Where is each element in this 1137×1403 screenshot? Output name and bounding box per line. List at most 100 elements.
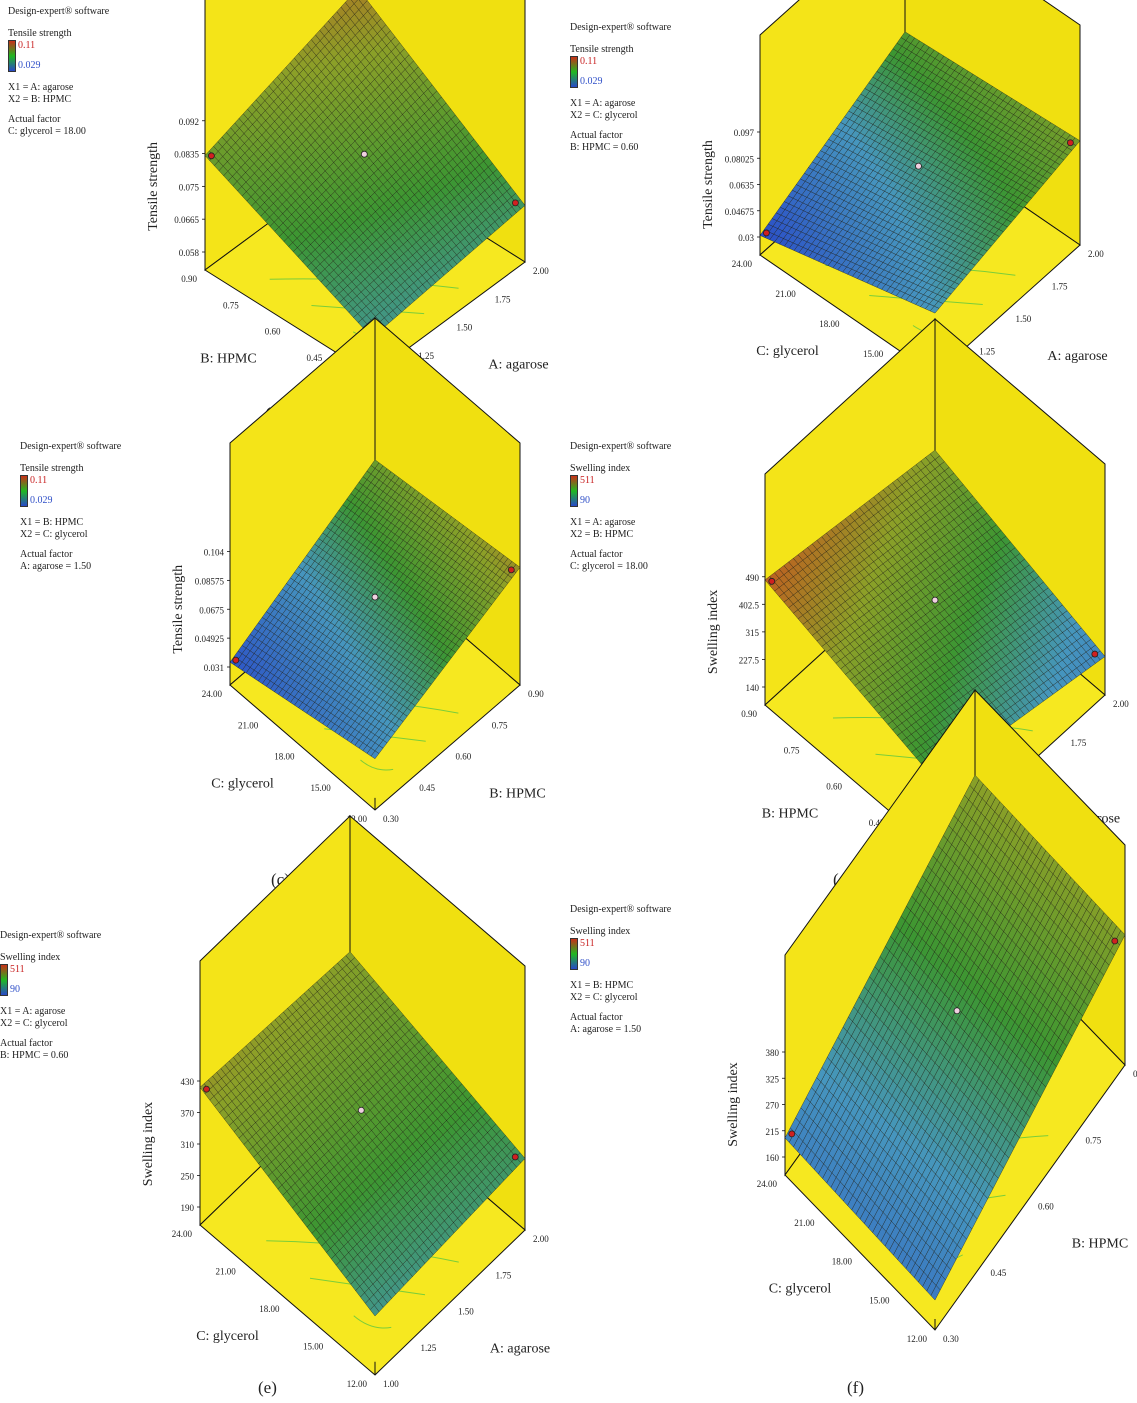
right-axis-label: B: HPMC [489, 787, 545, 802]
design-point [915, 162, 922, 170]
z-tick-label: 0.03 [738, 233, 754, 243]
surface-cell [370, 459, 380, 469]
left-axis-tick: 0.45 [307, 353, 323, 363]
left-axis-tick: 0.60 [265, 327, 281, 337]
surface-cell [345, 0, 355, 9]
actual-factor-value: B: HPMC = 0.60 [570, 142, 639, 153]
right-axis-tick: 1.50 [1016, 314, 1032, 324]
left-axis-tick: 24.00 [202, 689, 223, 699]
z-tick-label: 0.04925 [195, 634, 225, 644]
response-name: Tensile strength [20, 463, 84, 474]
left-axis-label: C: glycerol [756, 344, 819, 359]
right-axis-label: A: agarose [1047, 349, 1107, 364]
color-min: 0.029 [30, 495, 53, 506]
factor-x1: X1 = A: agarose [8, 82, 74, 93]
factor-x2: X2 = C: glycerol [570, 110, 638, 121]
response-surface [204, 0, 526, 338]
design-point [371, 593, 379, 601]
right-axis-tick: 2.00 [533, 266, 549, 276]
design-point [232, 656, 240, 664]
right-axis-tick: 0.45 [419, 783, 435, 793]
left-axis-tick: 15.00 [863, 349, 884, 359]
left-axis-tick: 15.00 [311, 783, 332, 793]
panel-b: Design-expert® software Tensile strength… [565, 0, 1137, 430]
surface-cell [351, 0, 358, 4]
factor-x2: X2 = B: HPMC [8, 94, 72, 105]
panel-c: Design-expert® software Tensile strength… [0, 316, 560, 895]
right-axis-tick: 0.75 [492, 720, 508, 730]
color-max: 0.11 [580, 56, 598, 67]
response-surface [764, 449, 1106, 781]
left-axis-tick: 0.90 [181, 274, 197, 284]
legend: Design-expert® software Tensile strength… [570, 22, 671, 154]
panel-d: Design-expert® software Swelling index 5… [565, 317, 1137, 895]
actual-factor-title: Actual factor [20, 549, 73, 560]
color-bar: 0.11 0.029 [8, 40, 109, 74]
response-name: Tensile strength [8, 28, 72, 39]
z-tick-label: 0.075 [179, 182, 200, 192]
right-axis-tick: 0.90 [528, 689, 544, 699]
surface-cell [358, 0, 368, 6]
z-axis-label: Tensile strength [171, 565, 186, 654]
right-axis-tick: 1.75 [1052, 282, 1068, 292]
response-surface [759, 31, 1081, 314]
actual-factor-value: C: glycerol = 18.00 [8, 126, 86, 137]
color-gradient [8, 40, 16, 72]
z-tick-label: 0.08025 [725, 154, 755, 164]
software-label: Design-expert® software [8, 6, 110, 17]
factor-x2: X2 = B: HPMC [570, 529, 634, 540]
design-point [512, 199, 519, 207]
color-max: 511 [580, 475, 595, 486]
right-axis-tick: 1.25 [418, 351, 434, 361]
surface-cell [900, 31, 911, 41]
panel-a: Design-expert® software Tensile strength… [0, 0, 560, 430]
left-axis-tick: 0.75 [223, 300, 239, 310]
actual-factor-title: Actual factor [8, 114, 61, 125]
z-tick-label: 0.031 [204, 663, 224, 673]
color-bar: 0.11 0.029 [570, 56, 671, 90]
color-gradient [20, 475, 28, 507]
design-point [1066, 139, 1074, 147]
factor-x1: X1 = A: agarose [570, 517, 636, 528]
legend: Design-expert® software Swelling index 5… [570, 441, 671, 573]
response-surface [229, 459, 521, 760]
z-axis-label: Tensile strength [146, 142, 161, 231]
z-tick-label: 0.104 [204, 548, 225, 558]
right-axis-tick: 1.50 [457, 323, 473, 333]
z-axis-label: Tensile strength [701, 140, 716, 229]
software-label: Design-expert® software [20, 441, 122, 452]
left-axis-tick: 21.00 [238, 720, 259, 730]
legend: Design-expert® software Tensile strength… [8, 6, 109, 138]
factor-x1: X1 = B: HPMC [20, 517, 84, 528]
right-axis-tick: 2.00 [1088, 249, 1104, 259]
factor-x2: X2 = C: glycerol [20, 529, 88, 540]
color-max: 0.11 [18, 40, 36, 51]
z-tick-label: 0.058 [179, 248, 200, 258]
software-label: Design-expert® software [570, 22, 672, 33]
legend: Design-expert® software Tensile strength… [20, 441, 121, 573]
left-axis-tick: 18.00 [274, 752, 295, 762]
left-axis-label: B: HPMC [200, 352, 256, 367]
actual-factor-title: Actual factor [570, 549, 623, 560]
color-min: 90 [580, 495, 590, 506]
left-axis-tick: 21.00 [776, 289, 797, 299]
right-axis-tick: 1.75 [495, 294, 511, 304]
right-axis-tick: 0.30 [383, 814, 399, 824]
right-axis-tick: 0.60 [456, 752, 472, 762]
actual-factor-value: A: agarose = 1.50 [20, 561, 92, 572]
response-name: Swelling index [570, 463, 631, 474]
color-max: 0.11 [30, 475, 48, 486]
factor-x1: X1 = A: agarose [570, 98, 636, 109]
z-tick-label: 0.0635 [729, 181, 754, 191]
color-gradient [570, 56, 578, 88]
z-tick-label: 0.04675 [725, 207, 755, 217]
z-tick-label: 0.092 [179, 117, 199, 127]
right-axis-tick: 1.25 [979, 347, 995, 357]
left-axis-tick: 24.00 [732, 259, 753, 269]
left-axis-tick: 18.00 [819, 319, 840, 329]
z-tick-label: 0.0675 [199, 605, 224, 615]
design-point [507, 566, 515, 574]
